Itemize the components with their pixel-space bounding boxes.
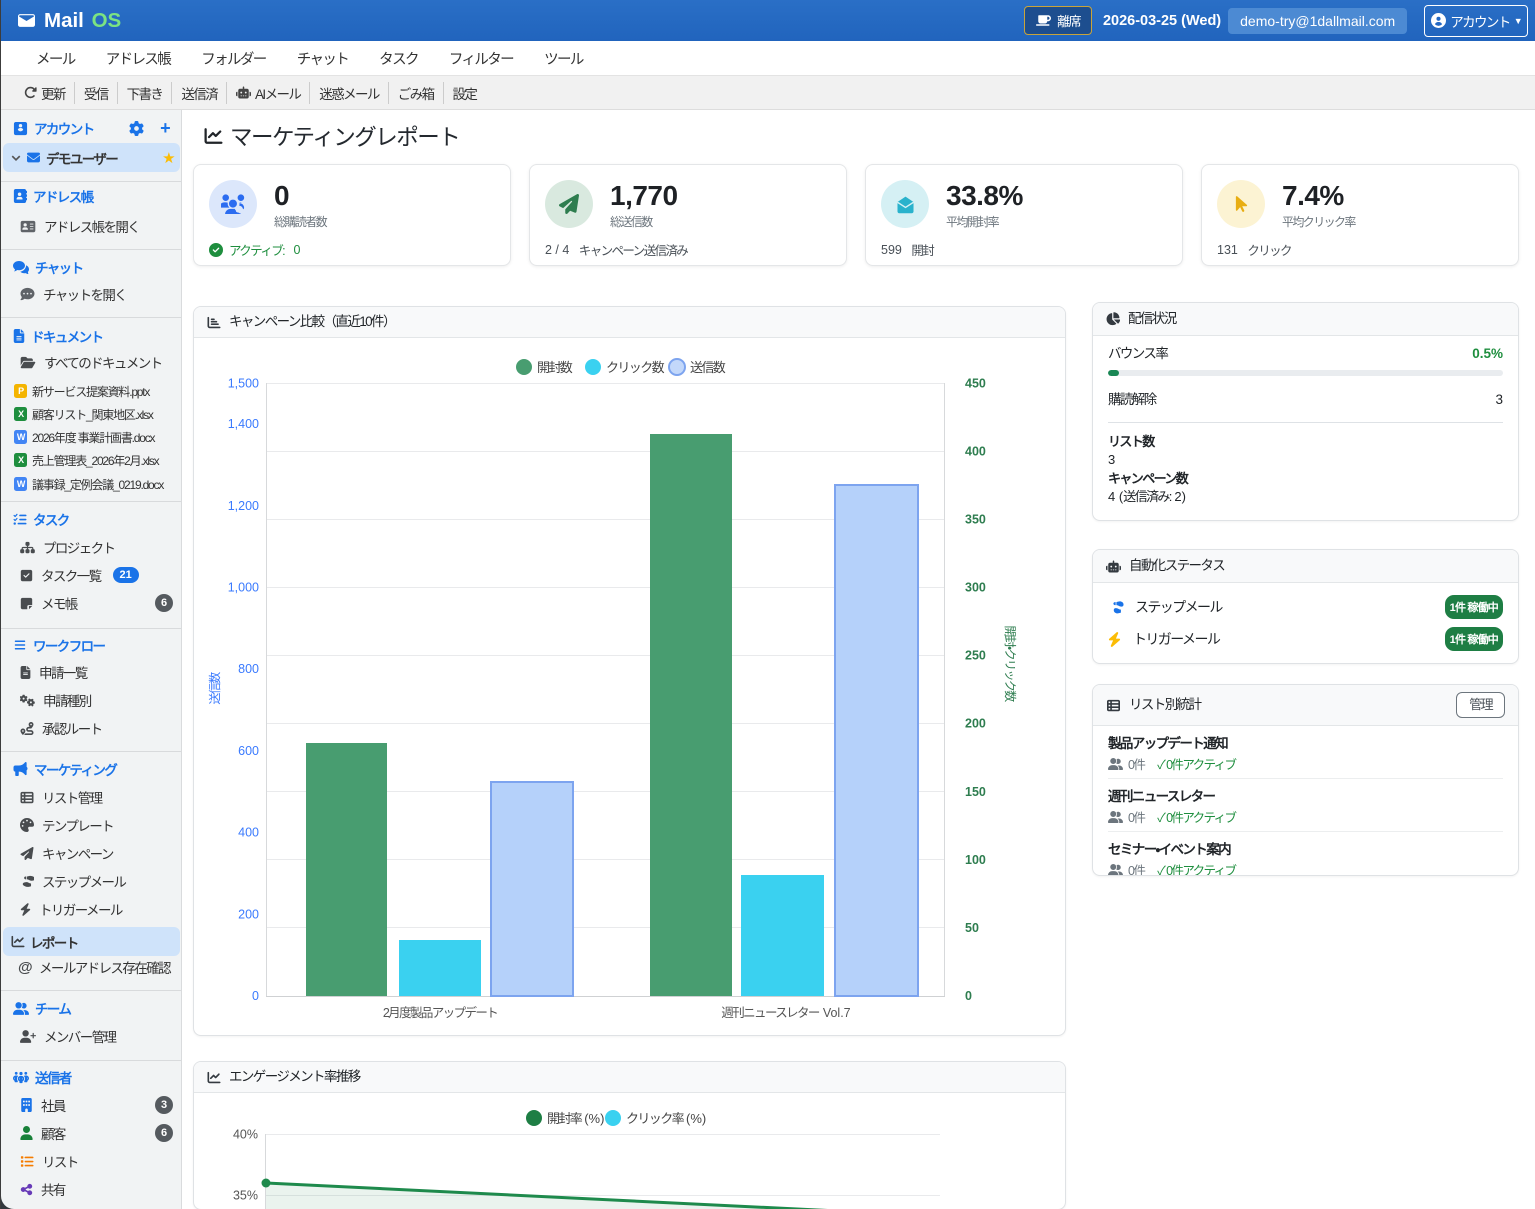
svg-text:開封数: 開封数 <box>537 360 573 375</box>
svg-text:50: 50 <box>965 921 979 935</box>
svg-text:1,400: 1,400 <box>228 417 259 431</box>
svg-text:クリック数: クリック数 <box>606 360 665 375</box>
svg-text:1,200: 1,200 <box>228 499 259 513</box>
svg-text:40%: 40% <box>233 1128 258 1142</box>
svg-text:350: 350 <box>965 513 986 527</box>
svg-text:開封率(%): 開封率 (%) <box>547 1111 604 1126</box>
svg-text:400: 400 <box>965 445 986 459</box>
svg-text:1,500: 1,500 <box>228 377 259 391</box>
svg-text:200: 200 <box>238 908 259 922</box>
svg-text:200: 200 <box>965 717 986 731</box>
svg-text:250: 250 <box>965 649 986 663</box>
svg-text:2月度製品アップデート: 2月度製品アップデート <box>383 1005 497 1020</box>
svg-text:送信数: 送信数 <box>690 360 726 375</box>
svg-text:300: 300 <box>965 581 986 595</box>
svg-text:400: 400 <box>238 826 259 840</box>
svg-text:100: 100 <box>965 853 986 867</box>
svg-text:800: 800 <box>238 662 259 676</box>
svg-text:0: 0 <box>252 989 259 1003</box>
svg-text:0: 0 <box>965 989 972 1003</box>
svg-text:クリック率(%): クリック率 (%) <box>626 1111 706 1126</box>
svg-text:600: 600 <box>238 744 259 758</box>
svg-text:450: 450 <box>965 377 986 391</box>
svg-text:開封・クリック数: 開封・クリック数 <box>1003 625 1018 702</box>
svg-text:1,000: 1,000 <box>228 581 259 595</box>
svg-text:150: 150 <box>965 785 986 799</box>
svg-text:35%: 35% <box>233 1189 258 1203</box>
svg-text:送信数: 送信数 <box>207 672 222 705</box>
